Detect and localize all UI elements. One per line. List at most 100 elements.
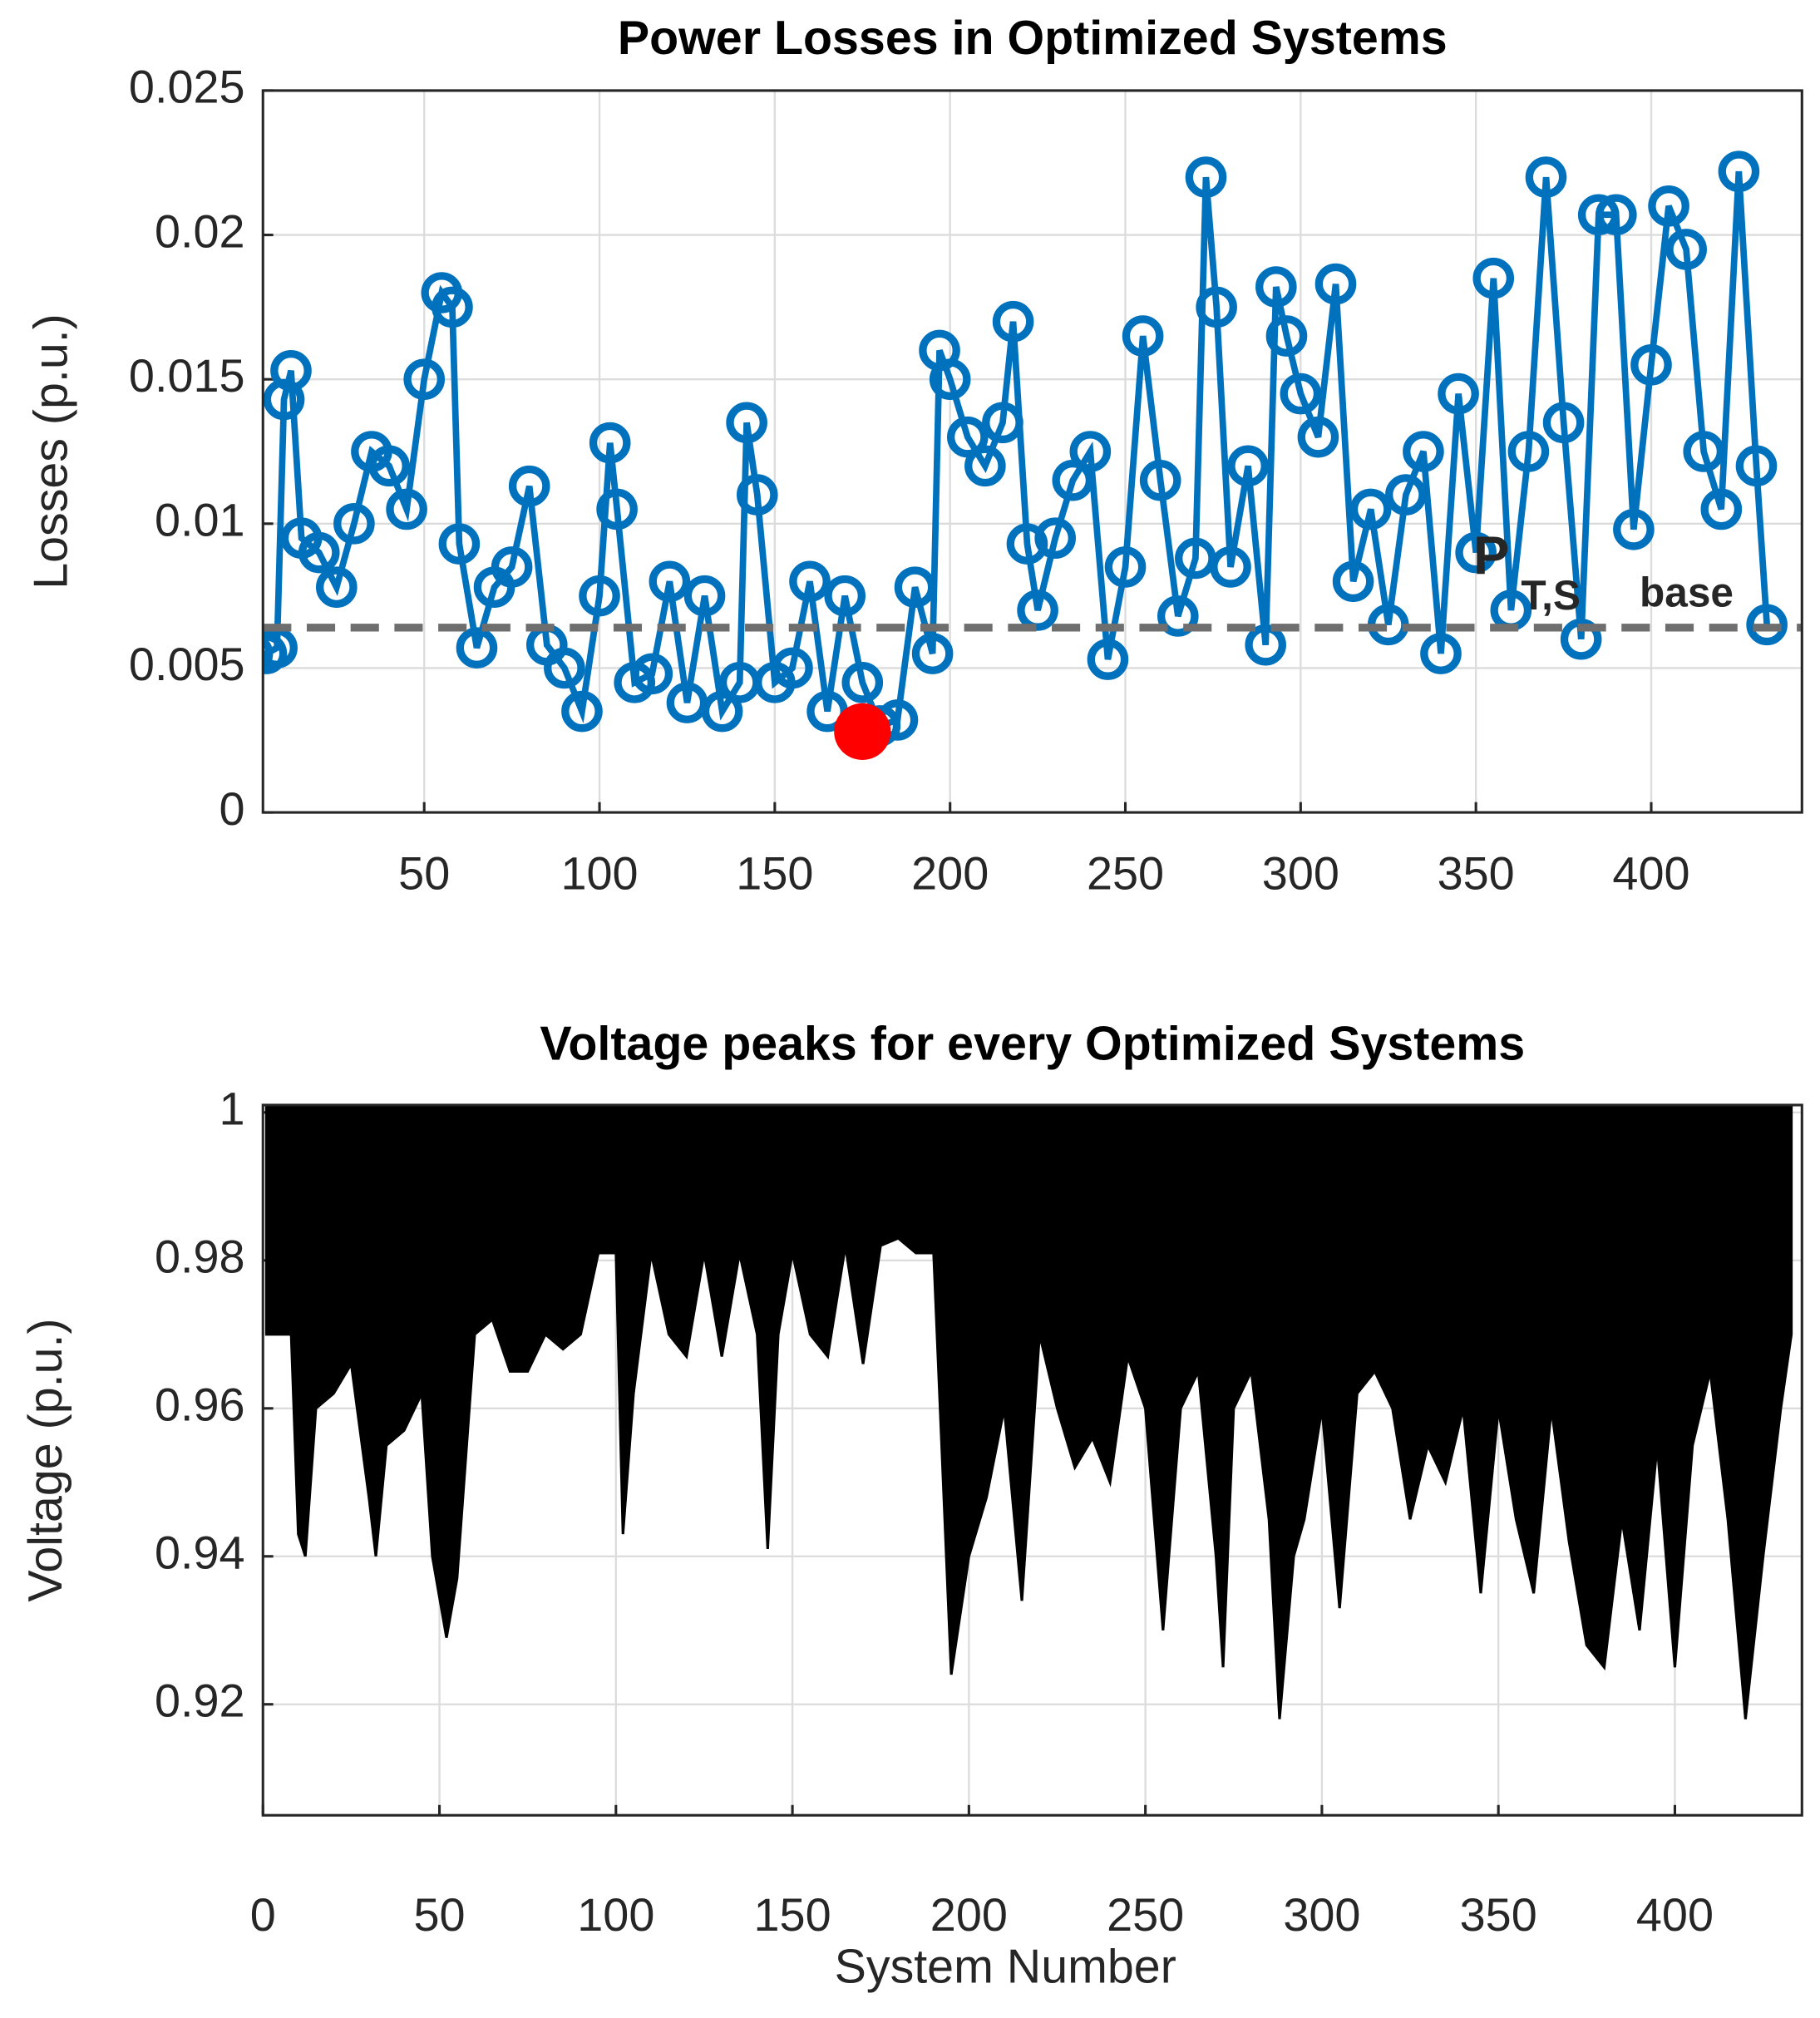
annotation: P — [1473, 525, 1509, 585]
loss-marker — [649, 560, 691, 603]
loss-marker — [1052, 459, 1094, 501]
loss-marker — [1455, 531, 1497, 574]
loss-marker — [368, 445, 410, 487]
loss-marker — [1227, 445, 1269, 487]
voltage-area — [264, 1104, 1793, 1719]
axes-frame — [261, 1103, 1803, 1817]
x-tick-label: 400 — [1636, 1888, 1714, 1941]
loss-marker — [1314, 263, 1357, 305]
y-tick-label: 0.02 — [155, 205, 245, 257]
loss-marker — [263, 635, 274, 672]
loss-marker — [1349, 488, 1392, 530]
loss-marker — [1577, 194, 1620, 236]
loss-marker — [508, 465, 550, 507]
y-tick-label: 1 — [219, 1083, 245, 1135]
annotation-suffix: base — [1640, 570, 1734, 616]
x-tick-label: 250 — [1087, 846, 1164, 899]
loss-marker — [789, 560, 831, 603]
x-axis-label: System Number — [835, 1940, 1176, 1993]
y-tick-label: 0.015 — [129, 349, 245, 402]
loss-marker — [841, 662, 884, 703]
loss-marker — [631, 653, 673, 695]
loss-marker — [1648, 185, 1689, 227]
loss-marker — [946, 416, 989, 458]
loss-marker — [1665, 229, 1707, 270]
plot-area — [264, 1104, 1793, 1719]
x-tick-label: 400 — [1612, 846, 1689, 899]
highlight-point — [834, 703, 891, 760]
loss-marker — [772, 647, 813, 689]
loss-marker — [1718, 150, 1760, 192]
plot-area — [263, 150, 1803, 760]
loss-marker — [1210, 546, 1251, 588]
loss-marker — [736, 474, 778, 516]
loss-marker — [1245, 624, 1286, 666]
axes-frame — [261, 89, 1803, 814]
loss-marker — [456, 627, 498, 669]
loss-marker — [438, 523, 481, 565]
loss-marker — [1104, 546, 1147, 588]
loss-marker — [911, 633, 954, 674]
loss-marker — [1069, 431, 1112, 472]
y-tick-label: 0.005 — [129, 638, 245, 690]
loss-marker — [386, 488, 427, 530]
loss-marker — [1265, 315, 1308, 357]
loss-marker — [1332, 560, 1374, 603]
y-axis-label: Losses (p.u.) — [24, 313, 77, 590]
loss-marker — [894, 566, 936, 609]
loss-marker — [1683, 431, 1725, 472]
loss-marker — [596, 488, 638, 530]
loss-marker — [701, 690, 743, 733]
loss-marker — [298, 531, 340, 574]
loss-marker — [1122, 315, 1164, 357]
loss-marker — [1630, 344, 1672, 386]
loss-marker — [1613, 508, 1655, 550]
loss-marker — [1087, 639, 1129, 680]
x-tick-label: 350 — [1438, 846, 1515, 899]
loss-marker — [1297, 416, 1339, 458]
y-tick-label: 0.94 — [155, 1527, 245, 1579]
y-axis-label: Voltage (p.u.) — [19, 1319, 72, 1602]
y-tick-label: 0.96 — [155, 1379, 245, 1431]
loss-marker — [1700, 488, 1743, 530]
loss-marker — [929, 358, 971, 400]
loss-marker — [315, 566, 358, 609]
loss-marker — [1525, 156, 1567, 198]
loss-marker — [1280, 373, 1322, 415]
loss-marker — [1420, 633, 1462, 674]
loss-marker — [1385, 474, 1427, 516]
loss-marker — [432, 286, 473, 328]
loss-marker — [992, 300, 1034, 343]
loss-marker — [1017, 590, 1058, 631]
chart-title: Voltage peaks for every Optimized System… — [540, 1017, 1525, 1070]
loss-marker — [726, 402, 767, 444]
loss-marker — [824, 575, 866, 617]
x-tick-label: 300 — [1283, 1888, 1360, 1941]
loss-line — [263, 170, 1770, 730]
y-tick-label: 0 — [219, 782, 245, 835]
x-tick-label: 100 — [577, 1888, 654, 1941]
chart-title: Power Losses in Optimized Systems — [618, 12, 1448, 65]
y-tick-label: 0.01 — [155, 494, 245, 546]
x-tick-label: 0 — [250, 1888, 276, 1941]
x-tick-label: 150 — [754, 1888, 831, 1941]
x-tick-label: 250 — [1107, 1888, 1184, 1941]
x-tick-label: 150 — [736, 846, 813, 899]
loss-marker — [1560, 618, 1602, 660]
loss-marker — [491, 546, 533, 588]
loss-marker — [561, 690, 603, 733]
loss-marker — [270, 349, 312, 392]
loss-marker — [589, 422, 631, 464]
loss-marker — [1006, 523, 1048, 565]
loss-marker — [683, 575, 726, 617]
loss-marker — [1157, 595, 1199, 637]
x-tick-label: 200 — [911, 846, 989, 899]
x-tick-label: 100 — [560, 846, 638, 899]
y-tick-label: 0.92 — [155, 1674, 245, 1726]
loss-marker — [1196, 286, 1237, 328]
annotation-subscript: T,S — [1521, 572, 1581, 619]
loss-marker — [1403, 431, 1444, 472]
loss-marker — [1255, 266, 1297, 308]
